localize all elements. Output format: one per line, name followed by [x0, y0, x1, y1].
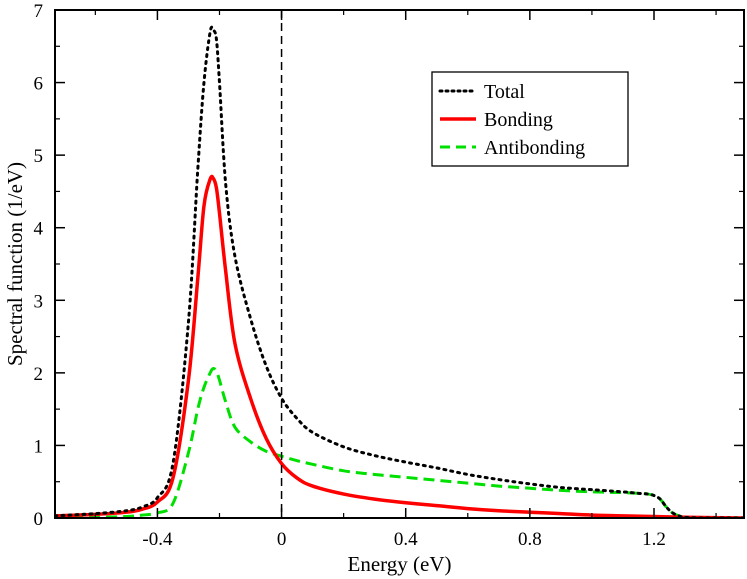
y-tick-label: 2 — [34, 364, 44, 385]
x-tick-label: -0.4 — [142, 529, 173, 550]
y-tick-label: 6 — [34, 74, 44, 95]
series-line-antibonding — [55, 366, 744, 518]
x-tick-label: 0.4 — [394, 529, 418, 550]
y-tick-label: 1 — [34, 436, 44, 457]
x-tick-label: 0 — [277, 529, 287, 550]
y-axis-title: Spectral function (1/eV) — [3, 162, 27, 366]
y-tick-label: 3 — [34, 291, 44, 312]
legend-label-total: Total — [484, 81, 525, 103]
legend-label-antibonding: Antibonding — [484, 137, 585, 159]
legend-label-bonding: Bonding — [484, 109, 553, 131]
plot-area-frame — [54, 9, 745, 519]
y-tick-label: 4 — [34, 219, 44, 240]
y-tick-label: 7 — [34, 1, 44, 22]
legend: Total Bonding Antibonding — [431, 71, 629, 167]
x-axis-title: Energy (eV) — [348, 552, 452, 576]
series-line-bonding — [55, 174, 744, 518]
y-tick-label: 0 — [34, 509, 44, 530]
series-line-total — [55, 25, 744, 518]
x-tick-label: 0.8 — [518, 529, 542, 550]
y-tick-label: 5 — [34, 146, 44, 167]
x-tick-label: 1.2 — [642, 529, 666, 550]
